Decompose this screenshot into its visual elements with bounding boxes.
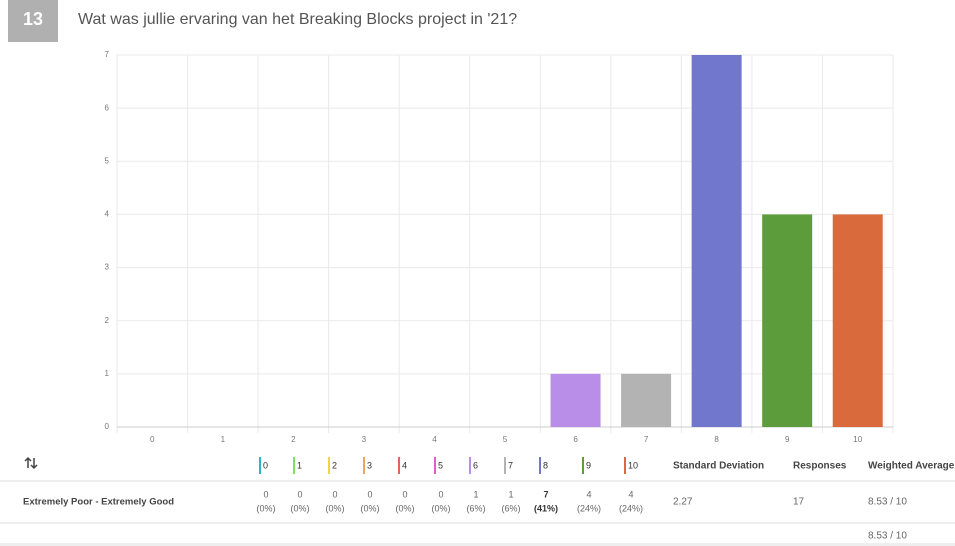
legend-label: 1: [297, 460, 302, 470]
count-cell: 1: [508, 489, 513, 499]
legend-swatch: [582, 457, 584, 474]
count-cell: 1: [473, 489, 478, 499]
legend-swatch: [293, 457, 295, 474]
x-tick-label: 7: [644, 435, 649, 444]
legend-label: 8: [543, 460, 548, 470]
legend-label: 10: [628, 460, 638, 470]
legend-label: 3: [367, 460, 372, 470]
y-tick-label: 3: [105, 263, 110, 272]
percent-cell: (0%): [431, 503, 450, 513]
legend-swatch: [539, 457, 541, 474]
percent-cell: (0%): [290, 503, 309, 513]
bar: [762, 214, 813, 427]
legend-swatch: [434, 457, 436, 474]
count-cell: 0: [402, 489, 407, 499]
legend-label: 9: [586, 460, 591, 470]
bar: [832, 214, 883, 427]
sort-icon[interactable]: [24, 456, 38, 470]
y-tick-label: 1: [105, 369, 110, 378]
legend-swatch: [259, 457, 261, 474]
column-header: Responses: [793, 461, 847, 472]
y-tick-label: 2: [105, 316, 110, 325]
count-cell: 0: [367, 489, 372, 499]
count-cell: 0: [263, 489, 268, 499]
column-header: Standard Deviation: [673, 461, 764, 472]
y-tick-label: 0: [105, 422, 110, 431]
count-cell: 0: [297, 489, 302, 499]
column-header: Weighted Average: [868, 461, 955, 472]
legend-label: 6: [473, 460, 478, 470]
bar: [621, 373, 672, 427]
percent-cell: (0%): [395, 503, 414, 513]
count-cell: 0: [332, 489, 337, 499]
count-cell: 0: [438, 489, 443, 499]
percent-cell: (6%): [501, 503, 520, 513]
percent-cell: (24%): [619, 503, 643, 513]
x-tick-label: 6: [573, 435, 578, 444]
x-tick-label: 9: [785, 435, 790, 444]
weighted-average-cell: 8.53 / 10: [868, 497, 907, 508]
legend-swatch: [469, 457, 471, 474]
bottom-edge: [0, 543, 955, 546]
x-tick-label: 5: [503, 435, 508, 444]
x-tick-label: 1: [221, 435, 226, 444]
count-cell: 4: [586, 489, 591, 499]
legend-swatch: [363, 457, 365, 474]
legend-label: 4: [402, 460, 407, 470]
x-tick-label: 10: [853, 435, 862, 444]
percent-cell: (0%): [325, 503, 344, 513]
question-title: Wat was jullie ervaring van het Breaking…: [78, 11, 517, 28]
x-tick-label: 4: [432, 435, 437, 444]
responses-cell: 17: [793, 497, 805, 508]
row-label: Extremely Poor - Extremely Good: [23, 497, 174, 508]
percent-cell: (41%): [534, 503, 558, 513]
count-cell: 4: [628, 489, 633, 499]
count-cell: 7: [543, 489, 548, 499]
percent-cell: (24%): [577, 503, 601, 513]
legend-swatch: [504, 457, 506, 474]
legend-label: 2: [332, 460, 337, 470]
std-dev-cell: 2.27: [673, 497, 693, 508]
bar: [550, 373, 601, 427]
percent-cell: (6%): [466, 503, 485, 513]
legend-label: 7: [508, 460, 513, 470]
legend-swatch: [398, 457, 400, 474]
question-number: 13: [23, 9, 43, 29]
legend-swatch: [624, 457, 626, 474]
x-tick-label: 3: [362, 435, 367, 444]
percent-cell: (0%): [360, 503, 379, 513]
x-tick-label: 2: [291, 435, 296, 444]
percent-cell: (0%): [256, 503, 275, 513]
y-tick-label: 4: [105, 210, 110, 219]
legend-label: 0: [263, 460, 268, 470]
legend-swatch: [328, 457, 330, 474]
y-tick-label: 7: [105, 50, 110, 59]
question-badge: [8, 0, 58, 42]
x-tick-label: 8: [714, 435, 719, 444]
y-tick-label: 6: [105, 103, 110, 112]
x-tick-label: 0: [150, 435, 155, 444]
bar: [691, 55, 742, 427]
y-tick-label: 5: [105, 156, 110, 165]
legend-label: 5: [438, 460, 443, 470]
footer-weighted-average: 8.53 / 10: [868, 531, 907, 542]
